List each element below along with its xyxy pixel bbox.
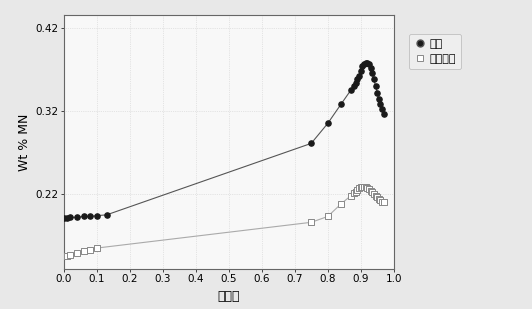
Point [370,77,378,82]
Point [371,193,380,198]
Point [352,80,360,85]
Point [360,184,368,189]
Point [79,249,88,254]
Point [367,65,375,70]
Point [355,186,363,191]
Point [103,212,111,217]
Point [353,77,362,82]
Point [79,214,88,219]
Point [60,254,68,259]
Point [73,251,81,256]
Point [358,184,367,189]
Point [337,201,345,206]
Point [337,102,345,107]
Point [361,185,370,190]
Point [358,64,367,69]
Point [376,102,385,107]
Point [363,60,371,65]
Point [346,88,355,93]
Point [361,60,370,65]
Point [365,187,373,192]
Point [368,70,377,75]
Point [370,192,378,197]
Point [60,216,68,221]
Legend: 液相, 奋氏体相: 液相, 奋氏体相 [409,34,461,69]
Point [350,84,359,89]
X-axis label: 固相率: 固相率 [218,290,240,303]
Point [365,62,373,67]
Point [373,90,381,95]
Point [73,215,81,220]
Point [323,121,332,126]
Point [356,185,365,190]
Point [375,97,383,102]
Point [376,197,385,202]
Point [355,74,363,78]
Point [371,84,380,89]
Point [63,216,71,221]
Point [360,62,368,67]
Point [86,247,95,252]
Point [93,213,101,218]
Point [368,190,377,195]
Point [86,214,95,219]
Point [373,195,381,200]
Point [346,193,355,198]
Point [63,253,71,258]
Point [363,186,371,191]
Point [379,200,388,205]
Point [378,199,386,204]
Point [367,188,375,193]
Point [352,189,360,194]
Point [353,188,362,193]
Point [66,215,74,220]
Point [356,69,365,74]
Point [307,220,315,225]
Point [378,107,386,112]
Point [93,246,101,251]
Point [323,214,332,219]
Y-axis label: Wt % MN: Wt % MN [18,113,31,171]
Point [375,197,383,201]
Point [66,252,74,257]
Point [307,141,315,146]
Point [350,191,359,196]
Point [379,112,388,117]
